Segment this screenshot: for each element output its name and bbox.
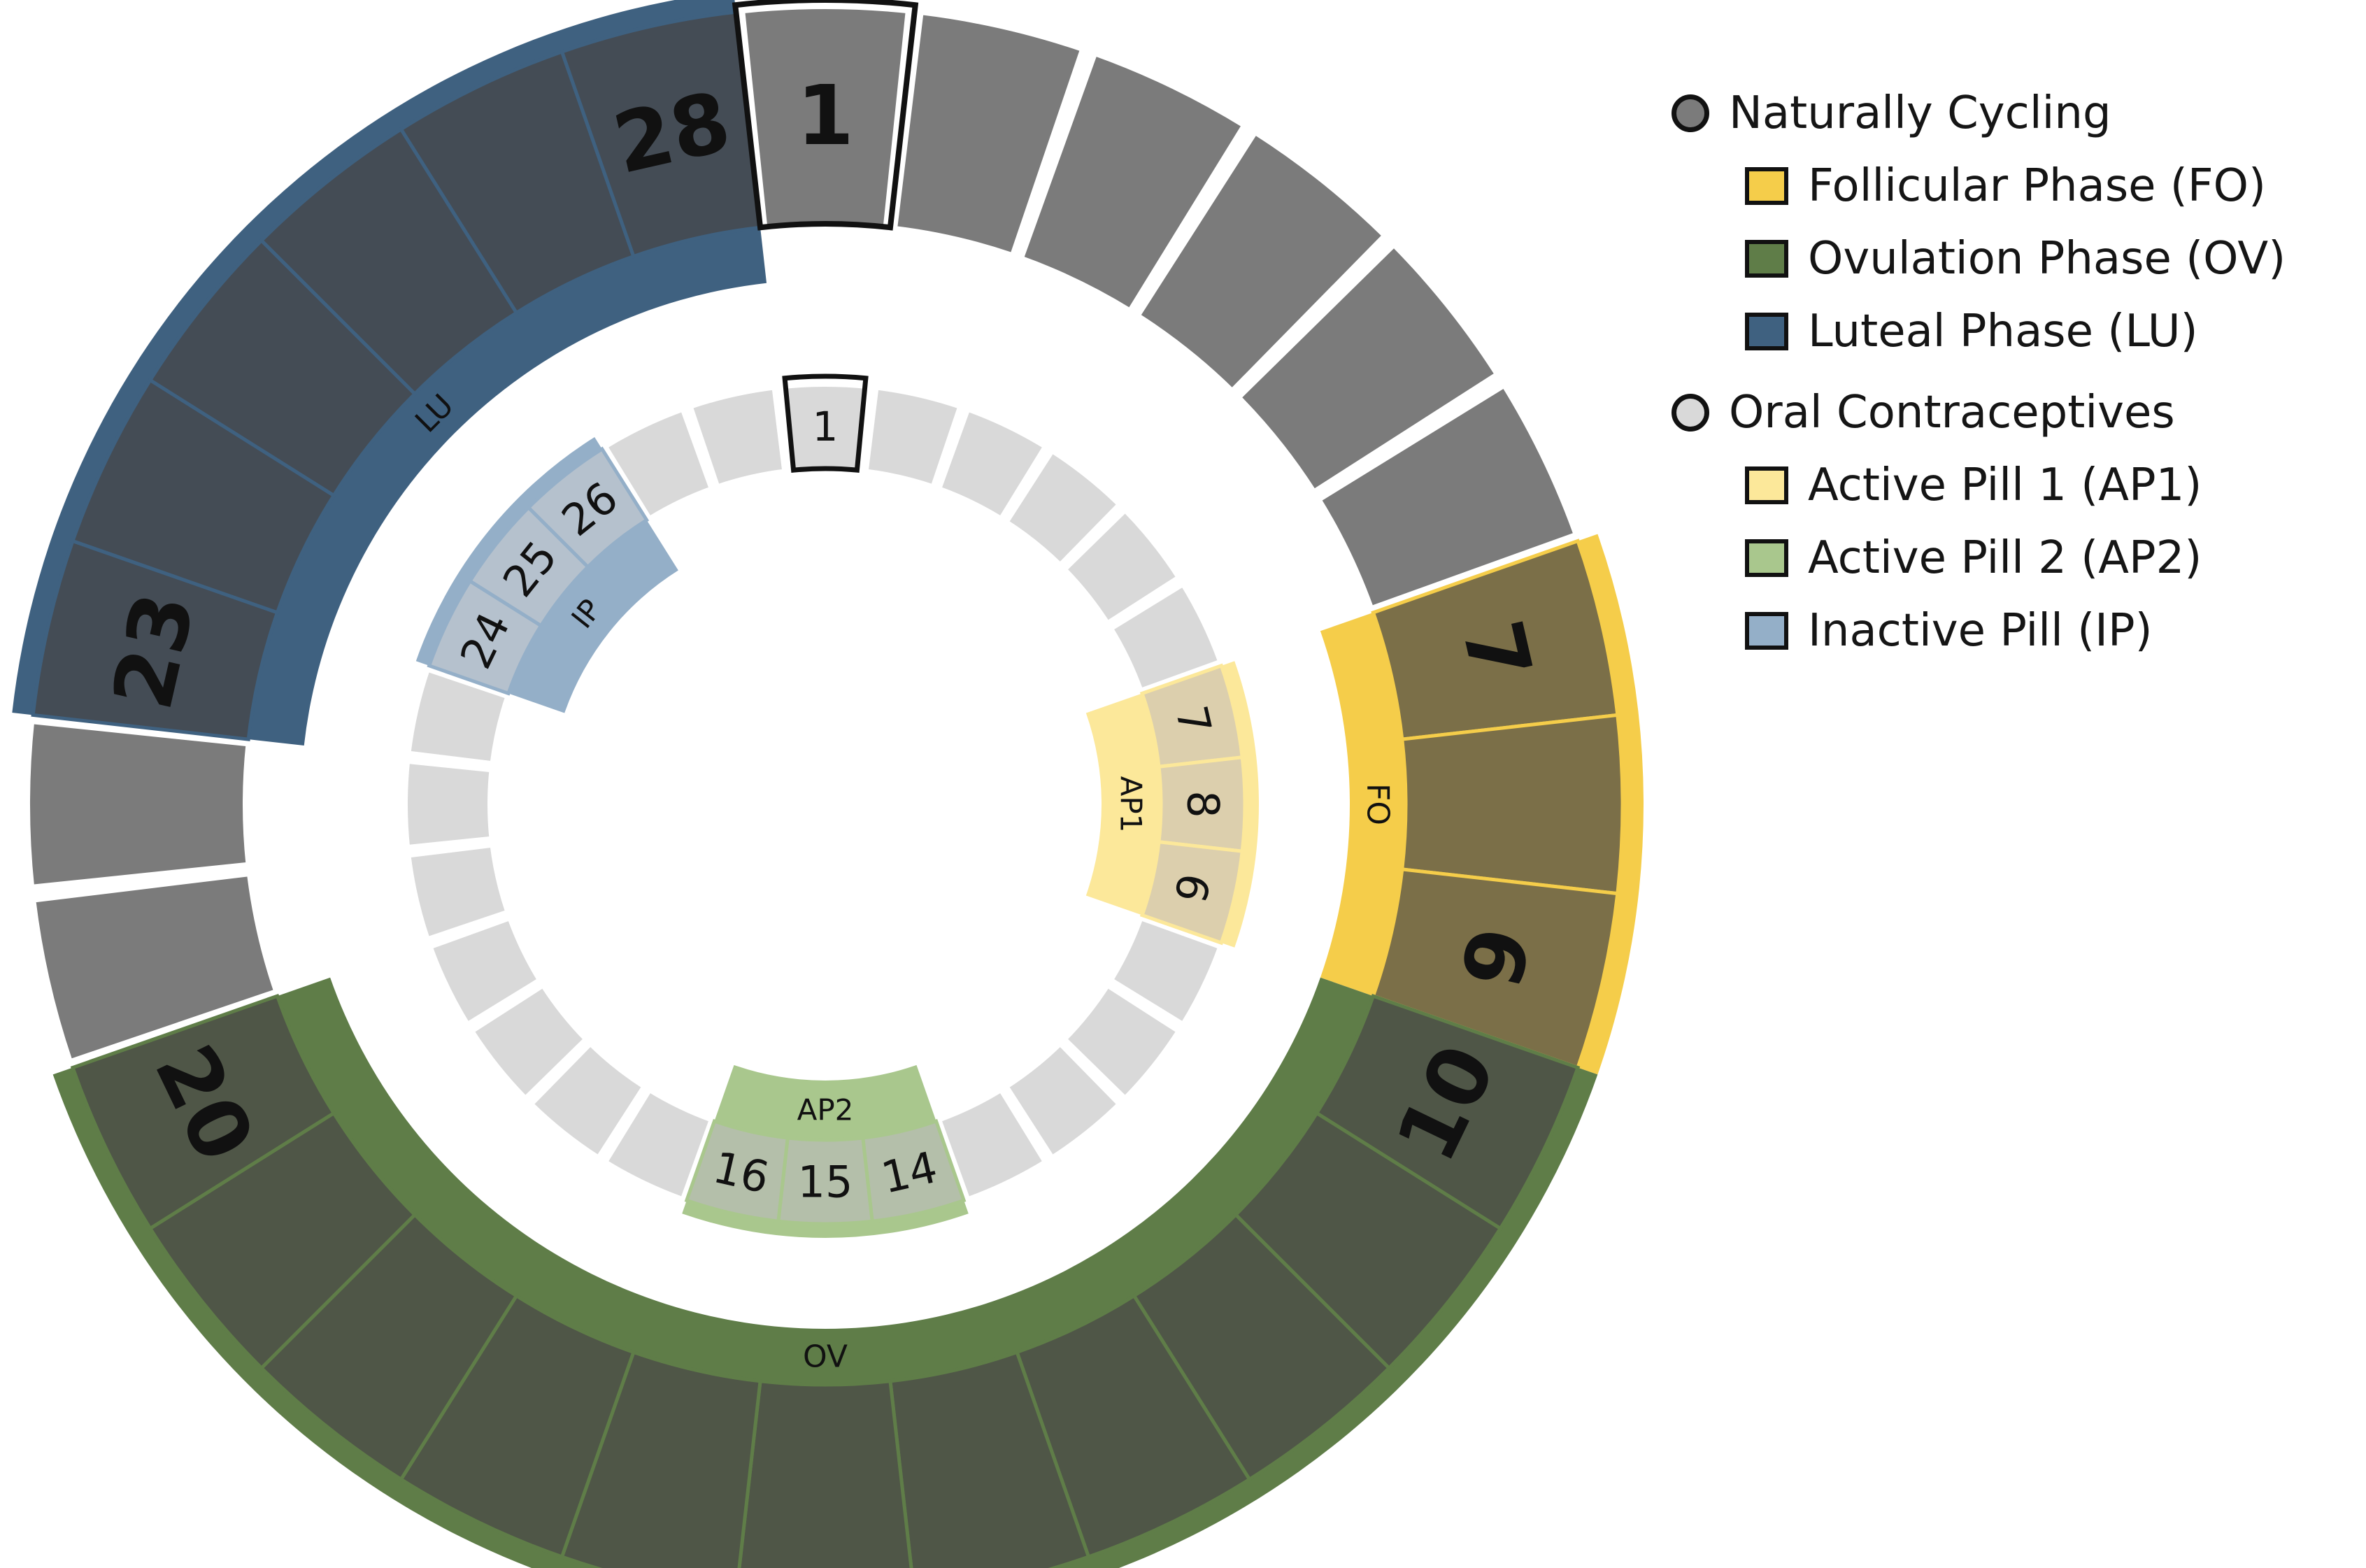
inner-day-segment	[404, 759, 494, 850]
legend-label: Naturally Cycling	[1729, 87, 2111, 139]
phase-day-segment	[888, 1350, 1091, 1568]
active-pill-1-swatch-icon	[1745, 466, 1788, 504]
outer-day-segment	[892, 10, 1085, 258]
phase-day-segment	[1400, 713, 1625, 896]
inner-day-segment	[1004, 448, 1123, 568]
luteal-swatch-icon	[1745, 313, 1788, 350]
inner-day-segment	[1062, 507, 1181, 626]
outer-day-segment	[26, 719, 250, 890]
inner-ring-oral-contraceptives	[404, 383, 1223, 1202]
inner-day-segment	[1108, 581, 1223, 693]
legend-item-ovulation: Ovulation Phase (OV)	[1672, 222, 2364, 295]
outer-day-segment	[1135, 129, 1388, 394]
inner-day-segment	[469, 983, 589, 1102]
legend-item-luteal: Luteal Phase (LU)	[1672, 295, 2364, 368]
outer-day-one-outline	[732, 0, 919, 231]
inner-day-segment	[427, 915, 543, 1027]
inner-day-segment	[936, 1087, 1048, 1202]
outer-day-segment	[31, 871, 279, 1064]
legend-label: Luteal Phase (LU)	[1808, 306, 2198, 357]
pill-day-segment	[1139, 839, 1244, 946]
naturally-cycling-circle-icon	[1672, 94, 1709, 132]
legend-item-follicular: Follicular Phase (FO)	[1672, 150, 2364, 222]
legend-label: Follicular Phase (FO)	[1808, 160, 2266, 212]
outer-day-segment	[1316, 383, 1578, 611]
inner-day-segment	[864, 385, 963, 490]
phase-label-ov: OV	[803, 1339, 848, 1375]
phase-day-segment	[737, 1379, 913, 1568]
active-pill-2-swatch-icon	[1745, 539, 1788, 577]
legend-label: Ovulation Phase (OV)	[1808, 233, 2286, 285]
inner-day-segment	[602, 406, 714, 522]
outer-day-segment	[1019, 51, 1247, 313]
inner-day-segment	[406, 667, 511, 766]
follicular-swatch-icon	[1745, 167, 1788, 205]
legend-item-active-pill-2: Active Pill 2 (AP2)	[1672, 522, 2364, 594]
legend-label: Oral Contraceptives	[1729, 387, 2175, 439]
inner-day-number: 1	[813, 403, 839, 450]
inner-day-number: 14	[877, 1141, 942, 1204]
legend-label: Active Pill 1 (AP1)	[1808, 459, 2202, 511]
inner-day-one-outline	[782, 373, 869, 473]
legend-oral-contraceptives: Oral Contraceptives	[1672, 376, 2364, 449]
inner-day-segment	[936, 406, 1048, 522]
pill-day-segment	[684, 1118, 790, 1223]
phase-label-fo: FO	[1360, 783, 1396, 825]
inner-day-segment	[1004, 1041, 1123, 1160]
legend-label: Active Pill 2 (AP2)	[1808, 532, 2202, 584]
phase-day-segment	[70, 993, 336, 1231]
inactive-pill-swatch-icon	[1745, 612, 1788, 650]
pill-day-segment	[526, 446, 650, 570]
legend-label: Inactive Pill (IP)	[1808, 605, 2153, 657]
pill-label-ap1: AP1	[1114, 776, 1148, 833]
inner-day-segment	[687, 385, 787, 490]
ovulation-swatch-icon	[1745, 240, 1788, 278]
pill-label-ap2: AP2	[797, 1093, 854, 1127]
legend-item-inactive-pill: Inactive Pill (IP)	[1672, 594, 2364, 667]
outer-ring-naturally-cycling	[26, 5, 1578, 1064]
oral-contraceptives-circle-icon	[1672, 394, 1709, 432]
inner-day-number: 8	[1178, 790, 1229, 818]
inner-day-segment	[1062, 983, 1181, 1102]
legend-naturally-cycling: Naturally Cycling	[1672, 77, 2364, 150]
inner-day-segment	[1108, 915, 1223, 1027]
outer-day-number: 1	[797, 67, 854, 164]
outer-day-segment	[1236, 242, 1500, 494]
day-one-highlights: 1	[732, 0, 919, 473]
inner-day-segment	[528, 1041, 647, 1160]
inner-day-number: 15	[798, 1157, 853, 1208]
legend: Naturally Cycling Follicular Phase (FO) …	[1672, 77, 2364, 667]
inner-day-number: 16	[708, 1141, 774, 1204]
legend-item-active-pill-1: Active Pill 1 (AP1)	[1672, 449, 2364, 522]
inner-day-segment	[602, 1087, 714, 1202]
inner-day-segment	[406, 843, 511, 942]
